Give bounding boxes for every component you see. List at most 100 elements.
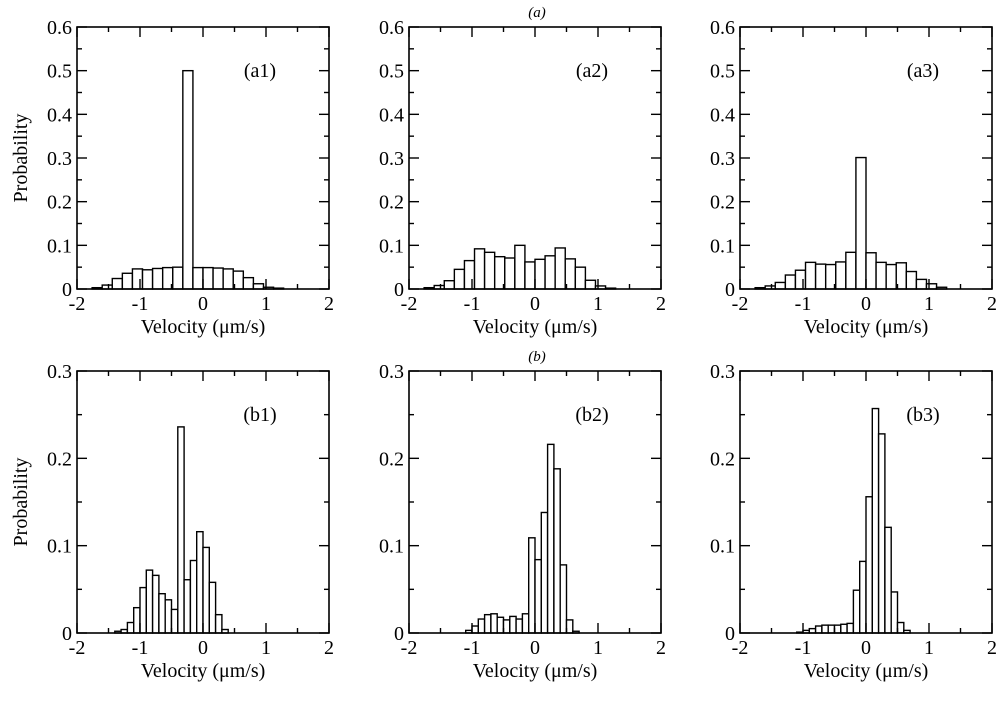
- histogram-bar: [202, 546, 211, 634]
- panel-annotation: (b2): [575, 404, 608, 426]
- histogram-bar: [827, 624, 836, 634]
- y-tick-label: 0.3: [379, 148, 404, 170]
- histogram-bar: [490, 613, 498, 634]
- histogram-bar: [502, 619, 511, 634]
- histogram-bar: [840, 623, 848, 634]
- histogram-bar: [814, 625, 823, 634]
- histogram-bar: [202, 266, 214, 290]
- bar-group: [796, 407, 911, 634]
- histogram-bar: [794, 269, 807, 290]
- histogram-bar: [151, 574, 160, 634]
- y-tick-label: 0: [394, 279, 404, 301]
- x-tick-label: 2: [324, 637, 334, 659]
- histogram-bar: [182, 69, 194, 290]
- plot-frame: [76, 26, 330, 290]
- panel-2: -2 -1 0 1 2 0 0.1 0.2 0.3 0.4 0.5 0.6 Velocity (μm/s…: [379, 17, 666, 338]
- histogram-bar: [131, 268, 144, 290]
- y-tick-label: 0.2: [47, 192, 72, 214]
- histogram-bar: [471, 625, 480, 634]
- histogram-bar: [855, 156, 867, 290]
- y-tick-label: 0.1: [379, 235, 404, 257]
- histogram-bar: [804, 261, 817, 290]
- plot-frame: [408, 26, 662, 290]
- x-axis-label: Velocity (μm/s): [141, 660, 266, 682]
- histogram-bar: [164, 599, 173, 634]
- x-tick-label: 1: [261, 293, 271, 315]
- x-tick-label: -1: [464, 637, 481, 659]
- histogram-bar: [172, 266, 184, 290]
- x-tick-label: 2: [656, 637, 666, 659]
- histogram-bar: [821, 624, 829, 634]
- y-tick-label: 0.2: [379, 448, 404, 470]
- histogram-bar: [877, 433, 886, 634]
- histogram-bar: [158, 593, 166, 634]
- histogram-bar: [915, 278, 928, 290]
- histogram-bar: [584, 279, 597, 290]
- y-tick-label: 0.5: [47, 61, 72, 83]
- histogram-bar: [195, 530, 204, 634]
- x-axis-label: Velocity (μm/s): [141, 316, 266, 338]
- x-tick-label: 2: [324, 293, 334, 315]
- x-tick-label: -2: [732, 637, 749, 659]
- y-tick-label: 0.6: [710, 17, 735, 39]
- panel-1: -2 -1 0 1 2 0 0.1 0.2 0.3 0.4 0.5 0.6 Velocity (μm/s…: [10, 17, 334, 338]
- panel-annotation: (b1): [243, 404, 276, 426]
- histogram-bar: [896, 621, 905, 634]
- y-tick-label: 0.2: [710, 448, 735, 470]
- y-axis-label: Probability: [10, 458, 32, 547]
- y-tick-label: 0.1: [379, 536, 404, 558]
- x-tick-label: -1: [132, 637, 149, 659]
- histogram-bar: [884, 526, 892, 634]
- histogram-bar: [846, 622, 855, 634]
- y-tick-label: 0.2: [47, 448, 72, 470]
- x-tick-label: 0: [198, 637, 208, 659]
- y-tick-label: 0.1: [47, 536, 72, 558]
- y-tick-label: 0.2: [379, 192, 404, 214]
- histogram-bar: [192, 266, 204, 290]
- y-tick-label: 0.4: [379, 104, 404, 126]
- histogram-bar: [540, 511, 549, 634]
- histogram-bar: [212, 267, 224, 290]
- x-axis-label: Velocity (μm/s): [804, 316, 929, 338]
- panel-annotation: (a2): [576, 60, 608, 82]
- histogram-bar: [222, 268, 234, 290]
- x-axis-label: Velocity (μm/s): [473, 316, 598, 338]
- y-tick-label: 0.3: [47, 361, 72, 383]
- histogram-bar: [835, 261, 847, 290]
- histogram-bar: [554, 247, 566, 290]
- panel-annotation: (b3): [906, 404, 939, 426]
- histogram-bar: [565, 619, 574, 634]
- x-tick-label: 0: [198, 293, 208, 315]
- histogram-bar: [784, 274, 797, 290]
- histogram-bar: [139, 586, 148, 634]
- x-tick-label: -1: [795, 293, 812, 315]
- x-tick-label: 2: [987, 293, 996, 315]
- row-label-a: (a): [528, 5, 546, 21]
- histogram-bar: [885, 263, 897, 290]
- histogram-bar: [177, 426, 185, 634]
- histogram-bar: [151, 267, 164, 290]
- histogram-bar: [534, 558, 543, 634]
- histogram-bar: [214, 613, 223, 634]
- histogram-bar: [242, 276, 255, 290]
- histogram-bar: [145, 569, 154, 634]
- histogram-bar: [126, 621, 135, 634]
- histogram-bar: [463, 259, 476, 290]
- panel-4: -2 -1 0 1 2 0 0.1 0.2 0.3 Velocity (μm/s) Probabil…: [10, 361, 334, 682]
- histogram-bar: [859, 560, 867, 634]
- panel-3: -2 -1 0 1 2 0 0.1 0.2 0.3 0.4 0.5 0.6 Velocity (μm/s…: [710, 17, 996, 338]
- histogram-bar: [574, 266, 587, 290]
- histogram-bar: [208, 581, 217, 634]
- histogram-bar: [546, 443, 555, 634]
- y-tick-label: 0: [725, 279, 735, 301]
- x-tick-label: -1: [795, 637, 812, 659]
- histogram-bar: [852, 589, 861, 634]
- x-tick-label: 1: [261, 637, 271, 659]
- histogram-bar: [504, 257, 516, 290]
- histogram-bar: [521, 613, 530, 634]
- x-tick-label: 2: [987, 637, 996, 659]
- y-tick-label: 0: [394, 623, 404, 645]
- histogram-bar: [496, 616, 505, 634]
- x-tick-label: -2: [69, 637, 86, 659]
